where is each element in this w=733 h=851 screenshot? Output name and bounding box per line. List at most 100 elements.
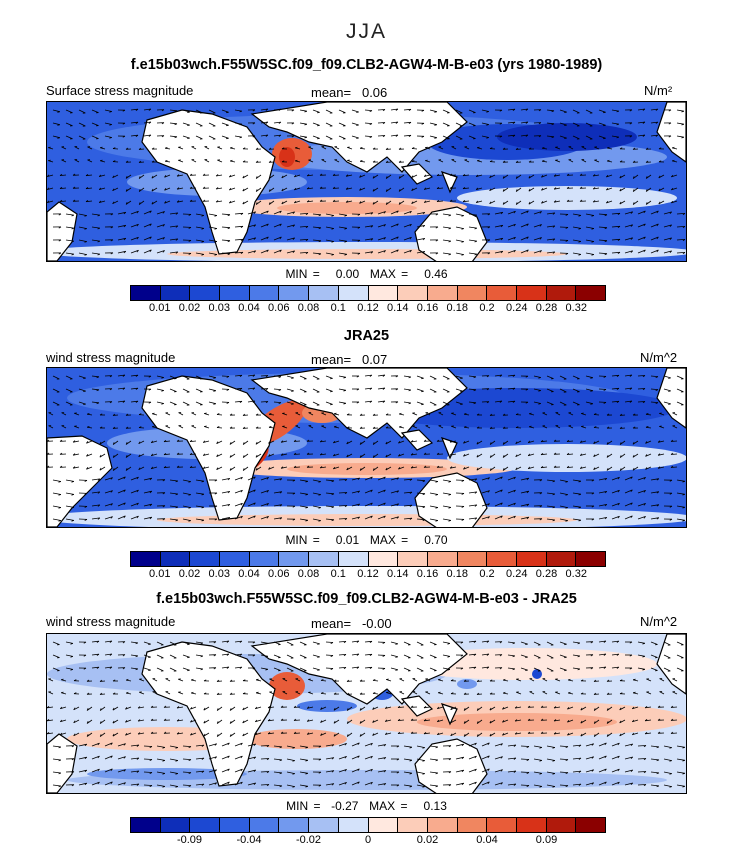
wind-vector-head — [252, 387, 256, 390]
wind-vector-head — [357, 768, 360, 772]
wind-vector-head — [645, 467, 648, 470]
wind-vector — [533, 758, 542, 761]
wind-vector-head — [682, 239, 686, 242]
wind-vector — [169, 667, 177, 672]
wind-vector — [650, 108, 658, 111]
wind-vector — [169, 654, 177, 659]
wind-vector-head — [398, 425, 402, 428]
wind-vector-head — [580, 679, 584, 682]
wind-vector-head — [97, 781, 100, 785]
wind-vector-head — [643, 490, 646, 493]
wind-vector-head — [489, 147, 493, 149]
wind-vector — [86, 466, 93, 470]
wind-vector — [216, 174, 223, 177]
wind-vector — [273, 388, 282, 390]
wind-vector — [403, 121, 412, 124]
wind-vector-head — [449, 453, 453, 456]
wind-vector-head — [176, 465, 180, 468]
wind-vector — [520, 134, 528, 137]
wind-vector-head — [229, 200, 232, 204]
wind-vector — [325, 226, 334, 229]
wind-vector — [286, 784, 295, 787]
wind-vector — [671, 200, 678, 204]
wind-vector — [520, 516, 529, 520]
wind-vector-head — [125, 678, 129, 681]
wind-vector-head — [215, 200, 219, 203]
wind-vector-head — [188, 746, 192, 748]
wind-vector-head — [515, 160, 519, 163]
wind-vector-head — [593, 734, 596, 737]
wind-vector — [364, 135, 373, 137]
wind-vector-head — [669, 518, 673, 521]
wind-vector-head — [656, 759, 660, 762]
wind-vector-head — [502, 442, 505, 445]
wind-vector-head — [603, 640, 607, 643]
wind-vector-head — [382, 122, 386, 125]
wind-vector-head — [539, 505, 543, 508]
wind-vector — [637, 784, 647, 786]
wind-vector — [559, 758, 569, 760]
wind-vector-head — [359, 733, 362, 737]
wind-vector-head — [187, 669, 190, 672]
wind-vector-head — [280, 705, 284, 708]
wind-vector — [112, 466, 119, 471]
wind-vector — [143, 236, 152, 241]
wind-vector-head — [541, 160, 545, 162]
wind-vector — [437, 706, 444, 710]
wind-vector — [229, 200, 236, 204]
wind-vector-head — [500, 489, 503, 493]
wind-vector-head — [112, 160, 116, 162]
wind-vector-head — [632, 413, 636, 416]
wind-vector — [580, 440, 587, 443]
wind-vector — [138, 453, 145, 458]
panel1-title: f.e15b03wch.F55W5SC.f09_f09.CLB2-AGW4-M-… — [130, 57, 603, 73]
wind-vector — [390, 236, 399, 241]
wind-vector-head — [642, 668, 646, 671]
wind-vector — [91, 252, 100, 255]
wind-vector-head — [123, 250, 127, 254]
wind-vector-head — [438, 678, 441, 681]
wind-vector-head — [513, 223, 516, 227]
wind-vector — [273, 517, 282, 520]
wind-vector-head — [202, 199, 206, 202]
wind-vector — [377, 400, 385, 403]
wind-vector — [520, 477, 529, 481]
wind-vector-head — [645, 147, 649, 150]
wind-vector-head — [590, 641, 594, 644]
wind-vector-head — [58, 213, 62, 216]
wind-vector — [91, 478, 100, 481]
wind-vector-head — [435, 746, 439, 749]
wind-vector — [442, 388, 450, 393]
wind-vector — [481, 666, 489, 669]
wind-vector-head — [463, 467, 466, 470]
wind-vector-head — [83, 654, 87, 657]
wind-vector — [85, 187, 93, 190]
wind-vector-head — [58, 746, 62, 749]
wind-vector — [143, 121, 151, 124]
wind-vector-head — [242, 679, 246, 682]
wind-vector-head — [190, 706, 193, 710]
wind-vector-head — [266, 223, 269, 227]
wind-vector — [637, 771, 647, 773]
colorbar-swatch — [516, 552, 547, 566]
colorbar-1-ticks: 0.01 0.02 0.03 0.04 0.06 0.08 0.1 0.12 0.14 0.16 0… — [0, 302, 733, 316]
wind-vector — [645, 732, 652, 735]
wind-vector-head — [356, 375, 360, 378]
wind-vector — [372, 187, 379, 192]
wind-vector — [619, 453, 626, 458]
wind-vector — [242, 440, 249, 445]
wind-vector — [403, 249, 412, 254]
wind-vector — [442, 654, 450, 657]
wind-vector — [377, 237, 386, 241]
wind-vector-head — [477, 146, 480, 149]
wind-vector-head — [410, 466, 414, 469]
wind-vector — [182, 758, 192, 760]
wind-vector — [507, 108, 516, 111]
wind-vector — [507, 236, 516, 241]
wind-vector-head — [293, 731, 297, 734]
wind-vector-head — [148, 401, 152, 404]
colorbar-tick-label: 0.1 — [330, 568, 346, 580]
wind-vector-head — [408, 376, 412, 379]
wind-vector — [411, 161, 418, 163]
wind-vector — [216, 187, 223, 190]
